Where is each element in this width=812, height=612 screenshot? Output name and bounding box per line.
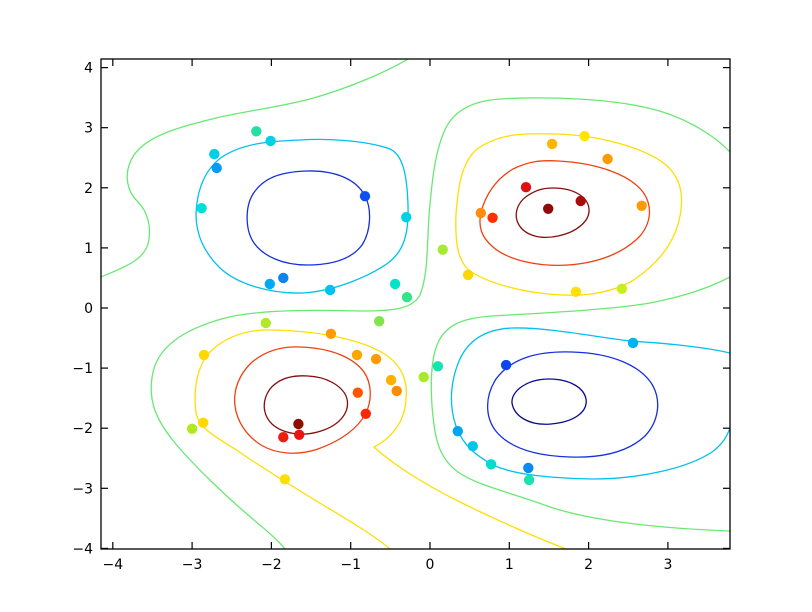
x-tick-label: −2 [261, 557, 282, 573]
scatter-point [500, 359, 512, 371]
scatter-point [401, 212, 412, 223]
scatter-point [520, 182, 532, 193]
scatter-point [360, 408, 371, 419]
scatter-point [293, 418, 304, 430]
scatter-point [265, 135, 276, 147]
scatter-point [546, 138, 558, 150]
scatter-point [616, 283, 628, 294]
scatter-point [602, 153, 613, 165]
contour-line-level--0.25 [195, 138, 409, 294]
x-tick-label: −1 [340, 557, 361, 573]
y-tick-label: 2 [84, 181, 93, 197]
scatter-point [452, 426, 463, 437]
scatter-point [579, 130, 590, 142]
scatter-point [543, 203, 554, 214]
contour-lines-layer [101, 59, 730, 549]
contour-line-level-0.5 [233, 346, 371, 454]
scatter-point [487, 212, 498, 223]
tick-marks-layer [101, 59, 730, 550]
scatter-point [324, 284, 336, 296]
scatter-point [391, 385, 402, 397]
scatter-point [294, 429, 305, 440]
scatter-point [196, 203, 207, 214]
scatter-point [432, 361, 444, 372]
scatter-point [485, 459, 497, 470]
scatter-point [523, 474, 535, 486]
x-tick-label: 0 [426, 557, 435, 573]
scatter-point [467, 441, 478, 452]
scatter-point [209, 148, 220, 160]
scatter-point [523, 462, 534, 474]
contour-line-level-0.25 [194, 329, 567, 549]
axes-spines [100, 58, 731, 550]
scatter-point [186, 423, 198, 434]
scatter-point [264, 278, 275, 290]
scatter-point [251, 126, 262, 137]
scatter-point [198, 349, 210, 361]
y-tick-label: −4 [72, 541, 93, 557]
contour-line-level--0.5 [486, 351, 659, 458]
contour-line-level-0.75 [263, 375, 349, 435]
scatter-point [374, 316, 385, 327]
scatter-point [278, 432, 289, 443]
scatter-point [351, 349, 363, 361]
scatter-point [570, 286, 582, 297]
scatter-point [279, 474, 291, 485]
contour-line-level-0.25 [455, 132, 683, 296]
contour-line-level-0 [101, 59, 409, 278]
scatter-point [575, 195, 586, 207]
contour-line-level-0 [430, 276, 730, 532]
scatter-point [359, 191, 371, 202]
tick-labels-layer: −4 −3 −2 −1 0 1 2 3 4 3 2 1 0 −1 −2 −3 −4 [72, 61, 672, 573]
contour-line-level--0.25 [450, 327, 730, 480]
x-tick-label: 1 [505, 557, 514, 573]
x-tick-label: 2 [584, 557, 593, 573]
scatter-point [475, 207, 486, 219]
y-tick-label: −1 [72, 361, 93, 377]
y-tick-label: 1 [84, 241, 93, 257]
scatter-point [211, 162, 222, 174]
scatter-points-layer [186, 126, 647, 486]
scatter-point [370, 353, 382, 365]
scatter-point [198, 417, 209, 428]
y-tick-label: 4 [84, 61, 93, 77]
y-tick-label: 0 [84, 301, 93, 317]
scatter-point [418, 371, 429, 383]
scatter-point [352, 387, 363, 398]
contour-line-level--0.75 [511, 378, 587, 425]
scatter-point [636, 200, 647, 211]
x-tick-label: −3 [182, 557, 203, 573]
scatter-point [437, 244, 448, 255]
contour-line-level-0.5 [479, 160, 651, 266]
x-tick-label: 3 [663, 557, 672, 573]
contour-line-level-0 [150, 97, 730, 549]
contour-line-level-0.75 [515, 187, 590, 239]
y-tick-label: −2 [72, 421, 93, 437]
scatter-point [401, 292, 413, 303]
scatter-point [260, 317, 271, 329]
scatter-point [627, 337, 639, 349]
y-tick-label: −3 [72, 481, 93, 497]
x-tick-label: −4 [102, 557, 123, 573]
scatter-point [385, 374, 397, 386]
scatter-point [325, 328, 337, 339]
scatter-point [462, 269, 474, 281]
y-tick-label: 3 [84, 121, 93, 137]
scatter-point [278, 272, 289, 284]
scatter-point [389, 278, 401, 290]
